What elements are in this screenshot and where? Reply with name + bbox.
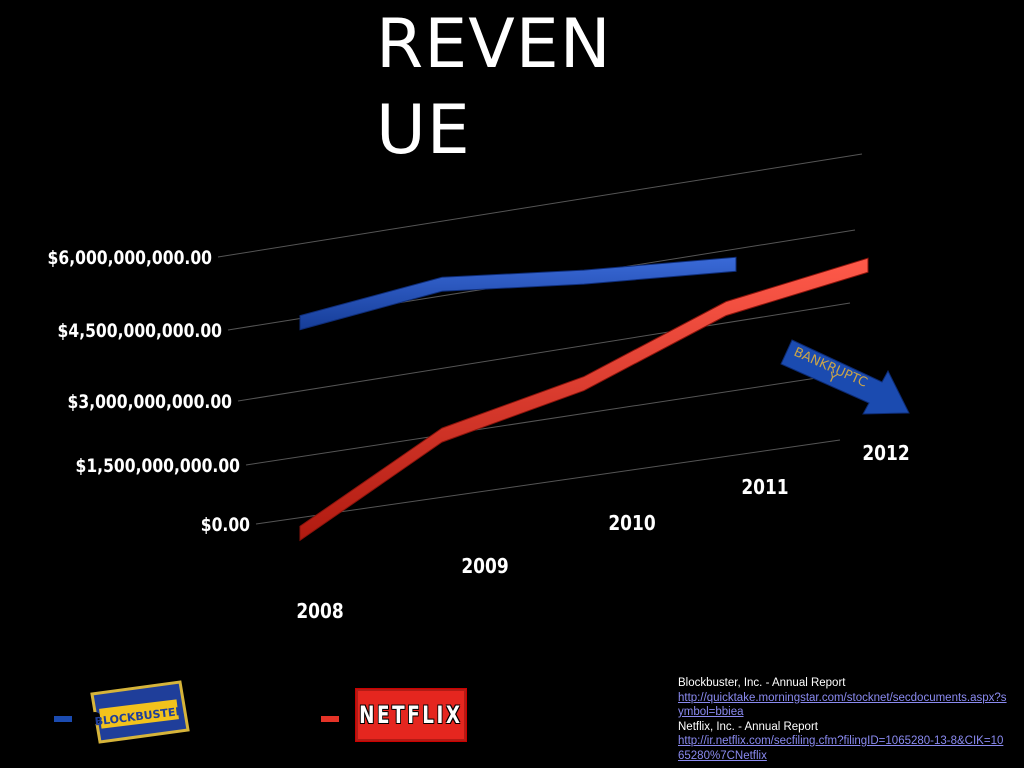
gridline bbox=[217, 153, 863, 258]
series-line-blockbuster bbox=[299, 256, 737, 331]
source-netflix-link[interactable]: http://ir.netflix.com/secfiling.cfm?fili… bbox=[678, 735, 1004, 762]
gridline bbox=[245, 373, 844, 466]
x-tick-label-2012: 2012 bbox=[862, 443, 909, 466]
x-tick-label-2008: 2008 bbox=[296, 601, 343, 624]
netflix-logo-text: NETFLIX bbox=[359, 701, 463, 729]
y-tick-label: $0.00 bbox=[201, 515, 250, 537]
x-tick-label-2009: 2009 bbox=[461, 556, 508, 579]
series-line-netflix bbox=[299, 257, 869, 542]
gridline bbox=[255, 439, 841, 525]
slide-title-line1: REVEN bbox=[376, 5, 612, 84]
source-blockbuster-title: Blockbuster, Inc. - Annual Report bbox=[678, 677, 846, 689]
legend-netflix-swatch bbox=[321, 716, 339, 722]
y-tick-label: $4,500,000,000.00 bbox=[58, 321, 222, 343]
x-axis-ticks: 2008 2009 2010 2011 2012 bbox=[296, 443, 909, 624]
sources-block: Blockbuster, Inc. - Annual Report http:/… bbox=[678, 676, 1008, 763]
blockbuster-logo: BLOCKBUSTER bbox=[89, 680, 190, 744]
y-tick-label: $3,000,000,000.00 bbox=[68, 392, 232, 414]
bankruptcy-annotation: BANKRUPTC Y bbox=[780, 339, 910, 415]
gridlines bbox=[217, 153, 863, 525]
legend-blockbuster-swatch bbox=[54, 716, 72, 722]
source-blockbuster-link[interactable]: http://quicktake.morningstar.com/stockne… bbox=[678, 691, 1007, 719]
revenue-chart: $0.00 $1,500,000,000.00 $3,000,000,000.00 $… bbox=[48, 153, 910, 624]
y-tick-label: $1,500,000,000.00 bbox=[76, 456, 240, 478]
x-tick-label-2011: 2011 bbox=[741, 477, 788, 500]
source-netflix-title: Netflix, Inc. - Annual Report bbox=[678, 720, 818, 733]
gridline bbox=[237, 302, 851, 402]
x-tick-label-2010: 2010 bbox=[608, 513, 655, 536]
slide-title-line2: UE bbox=[376, 91, 471, 170]
series-group bbox=[299, 256, 869, 542]
bankruptcy-arrow bbox=[780, 339, 910, 415]
y-tick-label: $6,000,000,000.00 bbox=[48, 248, 212, 270]
slide-title: REVEN UE bbox=[376, 2, 676, 174]
y-axis-ticks: $0.00 $1,500,000,000.00 $3,000,000,000.00 $… bbox=[48, 248, 250, 537]
netflix-logo: NETFLIX bbox=[355, 688, 467, 742]
